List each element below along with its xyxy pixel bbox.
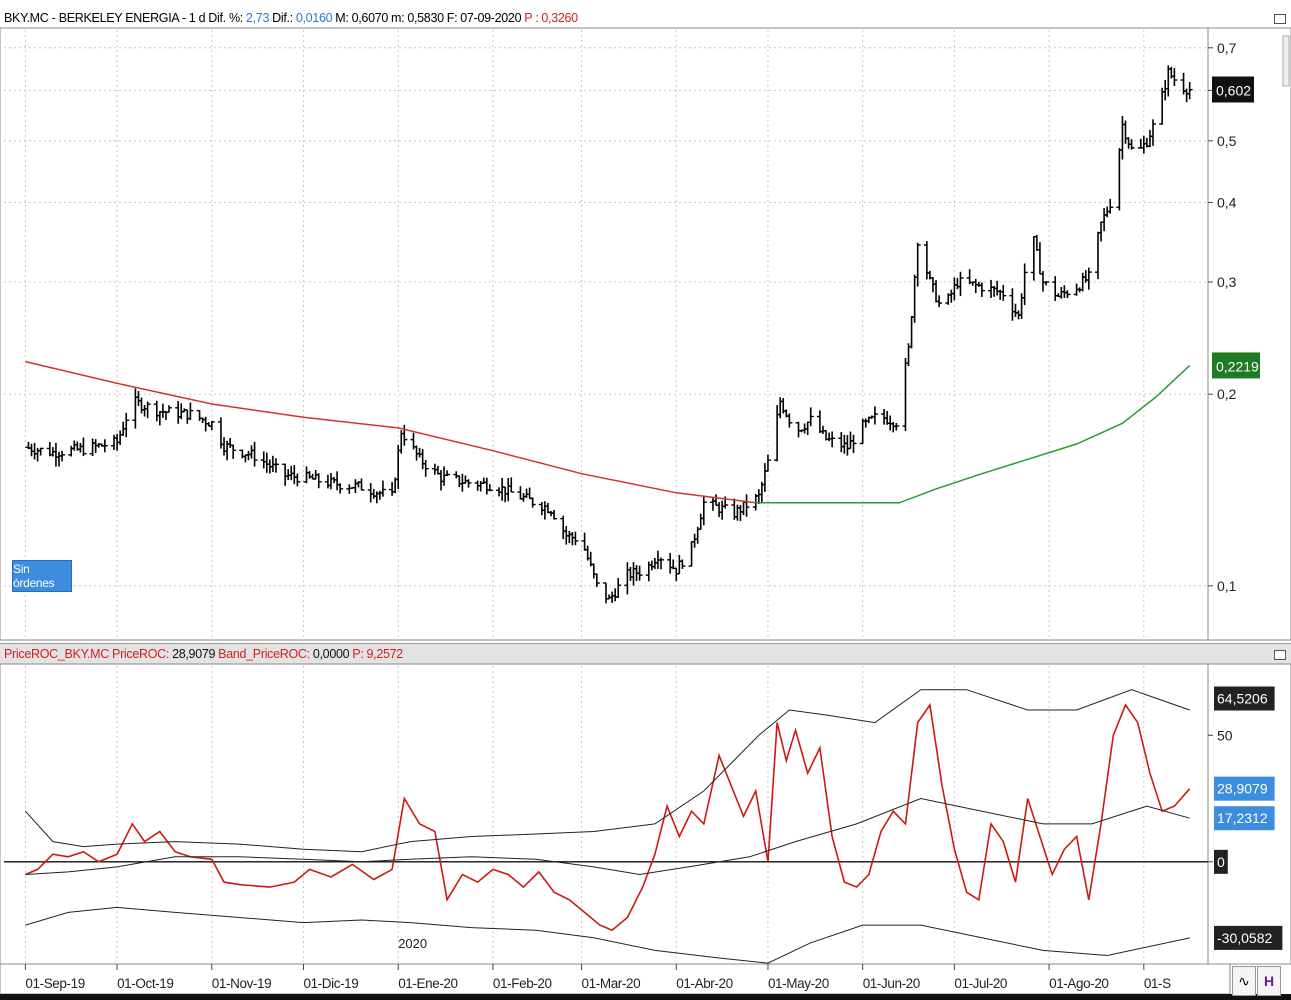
price-tick-label-5: 0,2 xyxy=(1217,386,1237,402)
roc-value-tag-0: 64,5206 xyxy=(1217,691,1268,707)
last-price-tag: 0,602 xyxy=(1216,82,1251,98)
min-label: m: xyxy=(391,11,405,25)
symbol-label: BKY.MC - BERKELEY ENERGIA - xyxy=(4,11,186,25)
dif-label: Dif.: xyxy=(272,11,293,25)
roc-value-tag-bg-3 xyxy=(1214,849,1228,874)
period-label: 1 d xyxy=(188,11,206,25)
roc-value-tag-bg-1 xyxy=(1214,776,1275,801)
roc-value-tag-4: -30,0582 xyxy=(1217,930,1272,946)
price-panel-restore-button[interactable] xyxy=(1274,14,1286,24)
dif-value: 0,0160 xyxy=(295,11,333,25)
x-tick-label-12: 01-S xyxy=(1144,976,1171,991)
roc-panel-restore-button[interactable] xyxy=(1274,650,1286,660)
roc-series-middle-band xyxy=(25,797,1190,876)
x-tick-label-4: 01-Ene-20 xyxy=(398,976,457,991)
dif-pct-value: 2,73 xyxy=(245,11,270,25)
band-label: Band_PriceROC: xyxy=(218,647,310,661)
x-tick-label-9: 01-Jun-20 xyxy=(863,976,920,991)
max-label: M: xyxy=(335,11,349,25)
x-tick-label-8: 01-May-20 xyxy=(768,976,829,991)
ma-value-tag: 0,2219 xyxy=(1216,358,1259,374)
p-value: 0,3260 xyxy=(541,11,578,25)
ma-value-tag-bg xyxy=(1212,352,1260,379)
bottom-edge xyxy=(0,994,1291,1000)
roc-value-tag-bg-4 xyxy=(1214,925,1283,950)
price-tick-label-2: 0,5 xyxy=(1217,133,1237,149)
price-panel-frame xyxy=(0,27,1291,641)
band-value: 0,0000 xyxy=(312,647,350,661)
min-value: 0,5830 xyxy=(407,11,444,25)
price-tick-label-4: 0,3 xyxy=(1217,274,1237,290)
date-label: F: xyxy=(446,11,458,25)
x-tick-label-10: 01-Jul-20 xyxy=(954,976,1007,991)
roc-panel-frame xyxy=(0,663,1291,965)
roc-series-upper-band xyxy=(25,689,1190,853)
roc-p-label: P: xyxy=(352,647,364,661)
x-tick-label-11: 01-Ago-20 xyxy=(1049,976,1108,991)
roc-panel-header: PriceROC_BKY.MC PriceROC: 28,9079 Band_P… xyxy=(0,643,1291,665)
orders-badge[interactable]: Sin órdenes xyxy=(12,560,72,592)
roc-value-tag-bg-0 xyxy=(1214,686,1275,711)
indicator-wave-icon[interactable]: ∿ xyxy=(1232,966,1256,996)
x-tick-label-1: 01-Oct-19 xyxy=(117,976,173,991)
roc-value-tag-3: 0 xyxy=(1217,854,1225,870)
price-tick-label-0: 0,7 xyxy=(1217,40,1237,56)
x-tick-label-0: 01-Sep-19 xyxy=(25,976,84,991)
x-tick-label-7: 01-Abr-20 xyxy=(676,976,732,991)
price-panel-header: BKY.MC - BERKELEY ENERGIA - 1 d Dif. %: … xyxy=(0,8,1291,28)
roc-value-tag-bg-2 xyxy=(1214,806,1275,831)
last-price-tag-bg xyxy=(1212,76,1254,103)
roc-indicator-label: PriceROC_BKY.MC xyxy=(4,647,110,661)
moving-average-green xyxy=(755,364,1191,504)
dif-pct-label: Dif. %: xyxy=(208,11,243,25)
roc-tick-label-0: 50 xyxy=(1217,727,1233,743)
roc-series-lower-band xyxy=(25,906,1190,964)
price-tick-label-6: 0,1 xyxy=(1217,578,1237,594)
chart-mode-icon[interactable]: H xyxy=(1257,966,1281,996)
roc-p-value: 9,2572 xyxy=(366,647,404,661)
date-value: 07-09-2020 xyxy=(460,11,522,25)
x-tick-label-3: 01-Dic-19 xyxy=(303,976,358,991)
roc-series-roc xyxy=(25,702,1191,932)
moving-average-red xyxy=(25,360,756,504)
x-axis-bar xyxy=(0,963,1231,995)
price-scrollbar xyxy=(1282,35,1290,87)
max-value: 0,6070 xyxy=(351,11,389,25)
roc-value: 28,9079 xyxy=(172,647,216,661)
x-tick-label-5: 01-Feb-20 xyxy=(493,976,552,991)
year-label: 2020 xyxy=(398,936,427,951)
roc-value-tag-1: 28,9079 xyxy=(1217,781,1268,797)
price-tick-label-3: 0,4 xyxy=(1217,195,1237,211)
p-label: P : xyxy=(524,11,539,25)
x-tick-label-6: 01-Mar-20 xyxy=(582,976,641,991)
x-tick-label-2: 01-Nov-19 xyxy=(212,976,271,991)
roc-label: PriceROC: xyxy=(112,647,170,661)
roc-value-tag-2: 17,2312 xyxy=(1217,810,1268,826)
